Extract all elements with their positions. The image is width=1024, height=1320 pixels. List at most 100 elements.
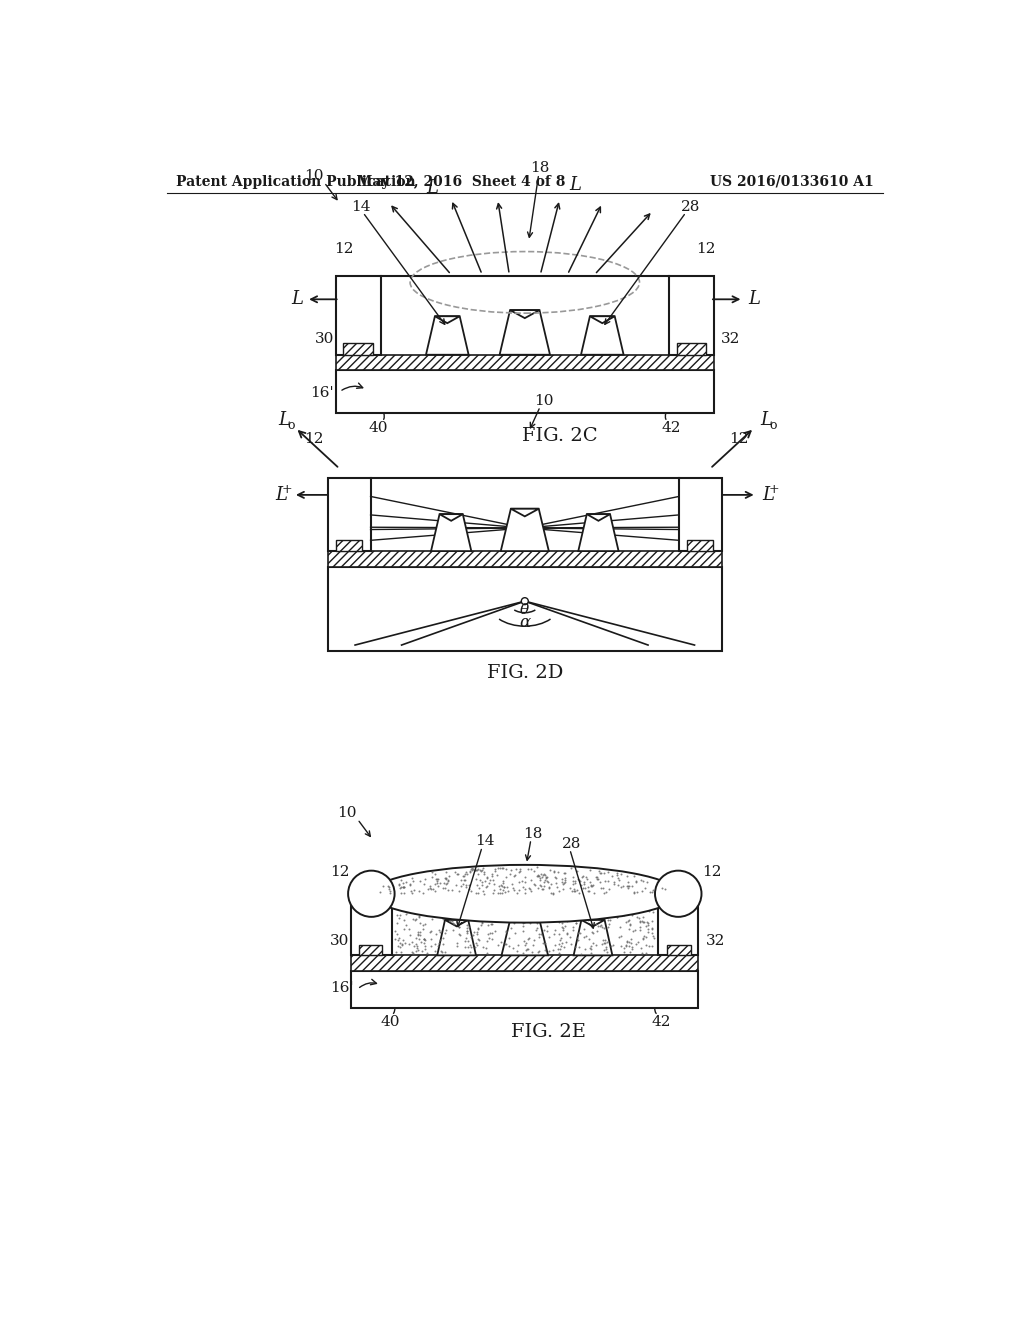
Point (572, 923, 589, 944)
Point (424, 909, 440, 931)
Point (563, 933, 580, 954)
Point (437, 892, 454, 913)
Point (474, 936, 490, 957)
Point (503, 859, 519, 880)
Point (397, 899, 414, 920)
Point (620, 932, 636, 953)
Point (645, 902, 662, 923)
Point (566, 880, 583, 902)
Point (603, 936, 620, 957)
Point (446, 862, 463, 883)
Point (406, 890, 422, 911)
Point (556, 902, 572, 923)
Point (574, 866, 591, 887)
Point (621, 878, 637, 899)
Point (393, 876, 410, 898)
Point (621, 931, 637, 952)
Point (511, 871, 527, 892)
Point (595, 929, 611, 950)
Point (494, 894, 510, 915)
Bar (669, 276, 714, 355)
Point (396, 883, 413, 904)
Point (543, 892, 559, 913)
Point (546, 862, 562, 883)
Point (635, 907, 651, 928)
Point (633, 937, 649, 958)
Point (496, 876, 512, 898)
Point (632, 916, 648, 937)
Point (613, 863, 630, 884)
Point (609, 907, 626, 928)
Polygon shape (439, 515, 463, 521)
Polygon shape (511, 915, 539, 923)
Point (537, 870, 553, 891)
Point (569, 929, 586, 950)
Point (636, 925, 652, 946)
Point (431, 920, 447, 941)
Point (621, 919, 637, 940)
Point (529, 899, 546, 920)
Text: L: L (279, 412, 291, 429)
Point (628, 871, 644, 892)
Point (520, 927, 537, 948)
Point (400, 890, 417, 911)
Point (622, 941, 638, 962)
Point (493, 908, 509, 929)
Point (482, 895, 499, 916)
Point (585, 874, 601, 895)
Point (463, 880, 479, 902)
Point (492, 875, 508, 896)
Point (635, 928, 651, 949)
Point (552, 892, 568, 913)
Point (539, 920, 555, 941)
Point (517, 940, 534, 961)
Point (421, 875, 437, 896)
Point (606, 871, 623, 892)
Point (548, 867, 564, 888)
Polygon shape (581, 317, 624, 355)
Point (600, 909, 616, 931)
Point (550, 862, 566, 883)
Polygon shape (582, 920, 604, 927)
Point (536, 875, 552, 896)
Point (656, 879, 673, 900)
Point (437, 941, 454, 962)
Point (391, 875, 408, 896)
Point (434, 878, 451, 899)
Point (538, 865, 554, 886)
Point (432, 873, 449, 894)
Point (468, 933, 484, 954)
Point (551, 911, 567, 932)
Point (543, 887, 559, 908)
Point (396, 919, 413, 940)
Point (632, 911, 648, 932)
Point (483, 863, 500, 884)
Point (425, 879, 441, 900)
Point (602, 909, 618, 931)
Point (422, 921, 438, 942)
Point (609, 890, 626, 911)
Polygon shape (502, 915, 548, 956)
Point (497, 933, 513, 954)
Point (375, 875, 391, 896)
Point (528, 913, 545, 935)
Point (480, 873, 497, 894)
Point (430, 884, 446, 906)
Point (568, 899, 585, 920)
Point (515, 921, 531, 942)
Point (641, 935, 657, 956)
Point (462, 935, 478, 956)
Point (428, 903, 444, 924)
Point (580, 880, 596, 902)
Point (567, 908, 584, 929)
Point (463, 936, 479, 957)
Point (541, 927, 557, 948)
Point (402, 875, 419, 896)
Text: 10: 10 (304, 169, 324, 183)
Point (548, 886, 564, 907)
Point (515, 896, 531, 917)
Point (522, 908, 539, 929)
Point (565, 917, 582, 939)
Point (530, 866, 547, 887)
Point (472, 859, 488, 880)
